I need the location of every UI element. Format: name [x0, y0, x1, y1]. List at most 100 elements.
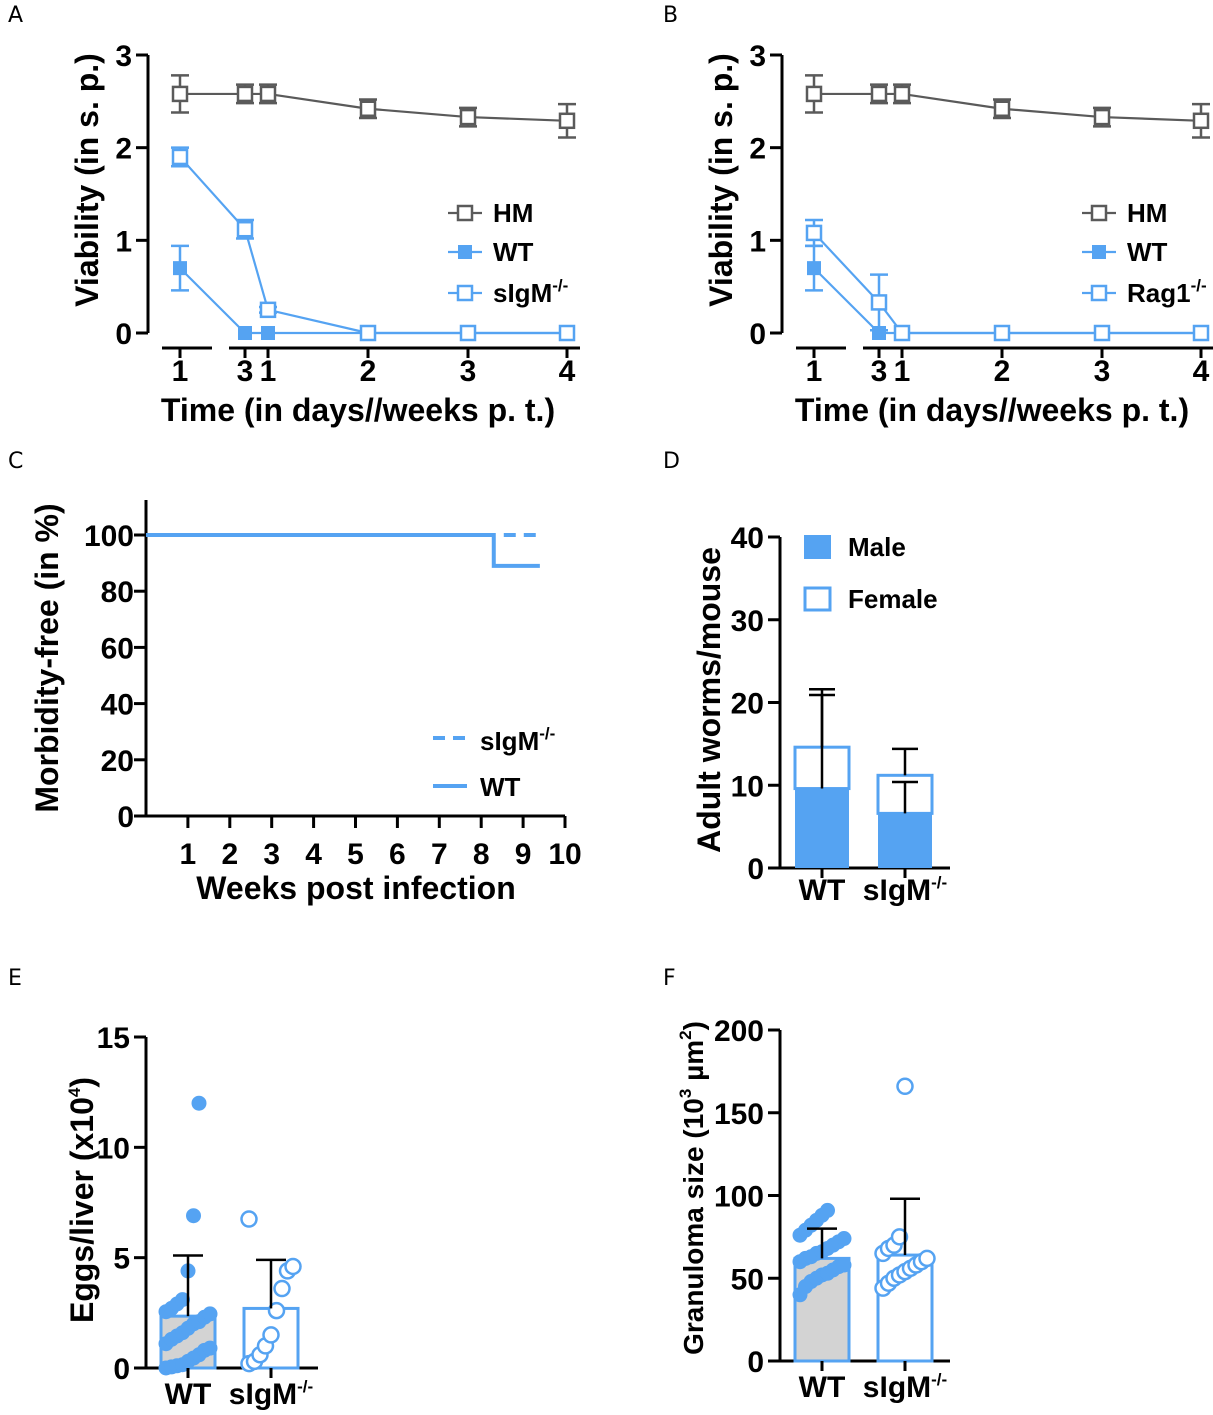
panel-a-legend-text: WT [493, 237, 534, 267]
panel-e-y-tick-label: 15 [97, 1022, 130, 1055]
panel-d-legend-swatch-male [804, 535, 831, 559]
panel-d-x-tick-sup: -/- [931, 873, 947, 892]
panel-d-y-axis-label: Adult worms/mouse [691, 547, 727, 853]
panel-b-series-0-point [1192, 112, 1210, 130]
panel-b-series-1-point [807, 261, 821, 276]
panel-a-series-2-line [267, 308, 369, 335]
panel-c-y-tick-label: 0 [117, 801, 134, 834]
panel-f-x-tick-label: sIgM-/- [863, 1370, 947, 1404]
panel-c-x-tick-label: 9 [515, 838, 532, 871]
panel-b-series-2-point [1093, 324, 1111, 342]
panel-e-x-tick-text: sIgM [229, 1378, 297, 1411]
panel-f-point-wt [836, 1257, 852, 1273]
panel-a-series-2-point [171, 148, 189, 166]
panel-d-bar-male [795, 788, 849, 868]
panel-a-x-tick-label: 2 [360, 355, 377, 388]
panel-a-legend-label: HM [493, 198, 533, 228]
panel-d-x-tick-text: sIgM [863, 874, 931, 907]
panel-label-d: D [663, 449, 680, 474]
panel-e-x-tick-sup: -/- [297, 1377, 313, 1396]
panel-d-y-tick-label: 30 [731, 605, 764, 638]
panel-b-y-tick-label: 3 [749, 40, 766, 73]
panel-f-y-label-sup1: 3 [676, 1089, 695, 1098]
panel-b-legend-text: HM [1127, 198, 1167, 228]
panel-a-legend-sup: -/- [552, 276, 568, 295]
panel-a-series-2-point [359, 324, 377, 342]
panel-c-wt-curve [146, 533, 540, 568]
panel-c-legend-label-sigm: sIgM-/- [480, 724, 555, 756]
panel-b-series-2-point [870, 294, 888, 311]
panel-b-series-0-point [893, 85, 911, 103]
panel-f-point-sigm [890, 1228, 909, 1246]
panel-e-point-sigm [267, 1301, 286, 1320]
panel-c-y-tick-label: 80 [101, 576, 134, 609]
panel-a-legend-marker [456, 204, 474, 222]
panel-b-series-0-point [805, 85, 823, 103]
panel-a-x-axis-label: Time (in days//weeks p. t.) [161, 392, 555, 428]
panel-b-legend-text: Rag1 [1127, 278, 1191, 308]
panel-b-series-2-line [813, 232, 880, 304]
panel-b-legend-marker [1092, 245, 1106, 259]
panel-e-x-tick-label: WT [165, 1378, 212, 1411]
panel-b-legend-marker [1090, 204, 1108, 222]
panel-b-x-tick-label: 3 [871, 355, 888, 388]
panel-d-bar-male [878, 813, 932, 868]
panel-e-y-label-sup: 4 [65, 1087, 84, 1097]
panel-a-series-0-line [367, 107, 469, 119]
panel-c-x-axis-label: Weeks post infection [196, 870, 515, 906]
panel-label-f: F [663, 966, 676, 991]
panel-d-legend-label-male: Male [848, 532, 906, 562]
panel-b-x-tick-label: 1 [894, 355, 911, 388]
panel-e-y-axis-label: Eggs/liver (x104) [64, 1077, 100, 1323]
panel-b-series-1-line [813, 267, 880, 334]
panel-e-point-wt [202, 1340, 218, 1356]
panel-b-x-tick-label: 1 [806, 355, 823, 388]
panel-d-y-tick-label: 20 [731, 688, 764, 721]
panel-b-series-0-point [870, 85, 888, 103]
panel-a-series-0-point [558, 112, 576, 130]
panel-d-x-tick-label: WT [799, 874, 846, 907]
panel-a-legend-marker [456, 284, 474, 302]
panel-a-legend-label: sIgM-/- [493, 276, 568, 308]
panel-f-x-tick-sup: -/- [931, 1370, 947, 1389]
panel-a-x-tick-label: 1 [172, 355, 189, 388]
panel-b-y-tick-label: 1 [749, 225, 766, 258]
panel-b-series-0-point [993, 100, 1011, 117]
panel-a-series-2-point [236, 220, 254, 238]
panel-a-x-tick-label: 1 [260, 355, 277, 388]
panel-c-x-tick-label: 1 [180, 838, 197, 871]
panel-b-series-0-line [1001, 107, 1103, 119]
panel-a-legend-label: WT [493, 237, 534, 267]
panel-a-series-0-line [267, 92, 369, 110]
panel-c-legend-sup: -/- [539, 724, 555, 743]
panel-e-point-wt [202, 1306, 218, 1322]
panel-b-y-tick-label: 0 [749, 318, 766, 351]
panel-f-y-tick-label: 50 [731, 1263, 764, 1296]
panel-e-point-wt [191, 1095, 207, 1111]
panel-a-series-0-point [259, 85, 277, 103]
panel-f-point-sigm [918, 1249, 936, 1268]
panel-e-point-wt [186, 1208, 201, 1224]
panel-a-series-2-line [243, 228, 270, 311]
panel-f-point-wt [836, 1231, 852, 1247]
panel-a-series-0-point [359, 100, 377, 117]
panel-e-point-sigm [262, 1326, 280, 1344]
panel-a-series-2-point [558, 324, 576, 342]
panel-a-series-1-point [238, 326, 252, 340]
panel-a-series-1-point [261, 326, 275, 340]
panel-b-x-axis-label: Time (in days//weeks p. t.) [795, 392, 1189, 428]
panel-c-y-tick-label: 20 [101, 745, 134, 778]
panel-b-legend-label: Rag1-/- [1127, 276, 1207, 308]
panel-b-series-0-line [1101, 115, 1202, 122]
panel-e-point-sigm [284, 1257, 302, 1276]
panel-b-series-0-point [1093, 108, 1111, 126]
panel-a-y-tick-label: 0 [115, 318, 132, 351]
panel-e-point-sigm [273, 1279, 291, 1298]
panel-f-y-label-mid: µm [678, 1040, 709, 1089]
panel-f-y-label-end: ) [678, 1021, 709, 1030]
panel-f-x-tick-text: sIgM [863, 1371, 931, 1404]
panel-b-legend-text: WT [1127, 237, 1168, 267]
panel-e-y-tick-label: 0 [113, 1353, 130, 1386]
panel-e-y-label-text: Eggs/liver (x10 [64, 1097, 100, 1323]
